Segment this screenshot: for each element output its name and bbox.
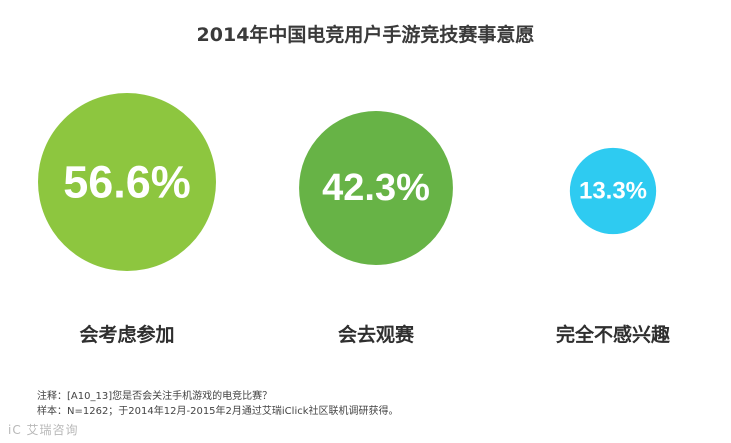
chart-title: 2014年中国电竞用户手游竞技赛事意愿: [196, 24, 535, 46]
note-text: 注释：[A10_13]您是否会关注手机游戏的电竞比赛？: [37, 391, 273, 402]
category-label-2: 会去观赛: [338, 323, 415, 346]
logo-icon: iC: [8, 423, 22, 437]
watermark-text: 艾瑞咨询: [26, 423, 79, 437]
category-label-1: 会考虑参加: [79, 323, 174, 346]
chart-notes: 注释：[A10_13]您是否会关注手机游戏的电竞比赛？ 样本：N=1262；于2…: [37, 389, 399, 419]
bubble-2: [299, 111, 453, 265]
bubble-value-label-3: 13.3%: [579, 178, 647, 205]
sample-text: 样本：N=1262；于2014年12月-2015年2月通过艾瑞iClick社区联…: [37, 406, 399, 417]
bubble-value-label-2: 42.3%: [322, 167, 430, 209]
category-label-3: 完全不感兴趣: [556, 323, 671, 346]
watermark: iC 艾瑞咨询: [8, 421, 79, 438]
bubble-value-label-1: 56.6%: [63, 157, 191, 208]
bubble-1: [38, 93, 216, 271]
bubble-3: [569, 147, 657, 235]
